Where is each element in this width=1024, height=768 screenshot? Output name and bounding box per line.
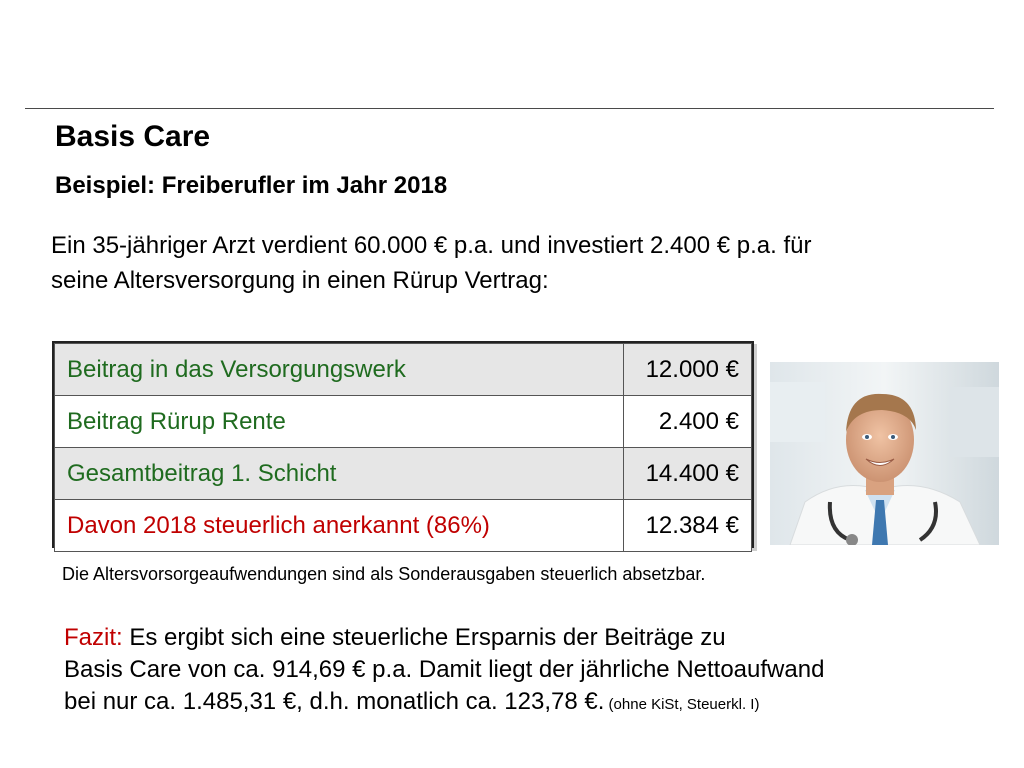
row-value: 14.400 € [623, 447, 752, 500]
table-row: Beitrag in das Versorgungswerk 12.000 € [54, 343, 752, 396]
contribution-table: Beitrag in das Versorgungswerk 12.000 € … [52, 341, 754, 552]
conclusion-text-1: Es ergibt sich eine steuerliche Ersparni… [122, 624, 726, 651]
intro-text: Ein 35-jähriger Arzt verdient 60.000 € p… [51, 228, 981, 298]
row-value: 12.384 € [623, 499, 752, 552]
table-row: Gesamtbeitrag 1. Schicht 14.400 € [54, 447, 752, 500]
conclusion-line-2: Basis Care von ca. 914,69 € p.a. Damit l… [64, 656, 825, 683]
conclusion-line-1: Fazit: Es ergibt sich eine steuerliche E… [64, 622, 1004, 654]
row-value: 2.400 € [623, 395, 752, 448]
table-row: Beitrag Rürup Rente 2.400 € [54, 395, 752, 448]
conclusion-remark: (ohne KiSt, Steuerkl. I) [604, 696, 760, 713]
conclusion-text-3: bei nur ca. 1.485,31 €, d.h. monatlich c… [64, 688, 605, 715]
page-subtitle: Beispiel: Freiberufler im Jahr 2018 [55, 172, 448, 199]
conclusion: Fazit: Es ergibt sich eine steuerliche E… [64, 622, 1004, 721]
doctor-portrait [770, 362, 999, 545]
conclusion-line-3: bei nur ca. 1.485,31 €, d.h. monatlich c… [64, 686, 1004, 721]
footnote: Die Altersvorsorgeaufwendungen sind als … [62, 564, 706, 584]
row-label: Davon 2018 steuerlich anerkannt (86%) [54, 499, 624, 552]
table-row: Davon 2018 steuerlich anerkannt (86%) 12… [54, 499, 752, 552]
row-label: Beitrag in das Versorgungswerk [54, 343, 624, 396]
page-title: Basis Care [55, 120, 211, 153]
row-value: 12.000 € [623, 343, 752, 396]
intro-line-2: seine Altersversorgung in einen Rürup Ve… [51, 267, 549, 294]
row-label: Beitrag Rürup Rente [54, 395, 624, 448]
conclusion-label: Fazit: [64, 624, 123, 651]
header-divider [25, 108, 994, 109]
intro-line-1: Ein 35-jähriger Arzt verdient 60.000 € p… [51, 232, 812, 259]
row-label: Gesamtbeitrag 1. Schicht [54, 447, 624, 500]
doctor-icon [770, 362, 999, 545]
